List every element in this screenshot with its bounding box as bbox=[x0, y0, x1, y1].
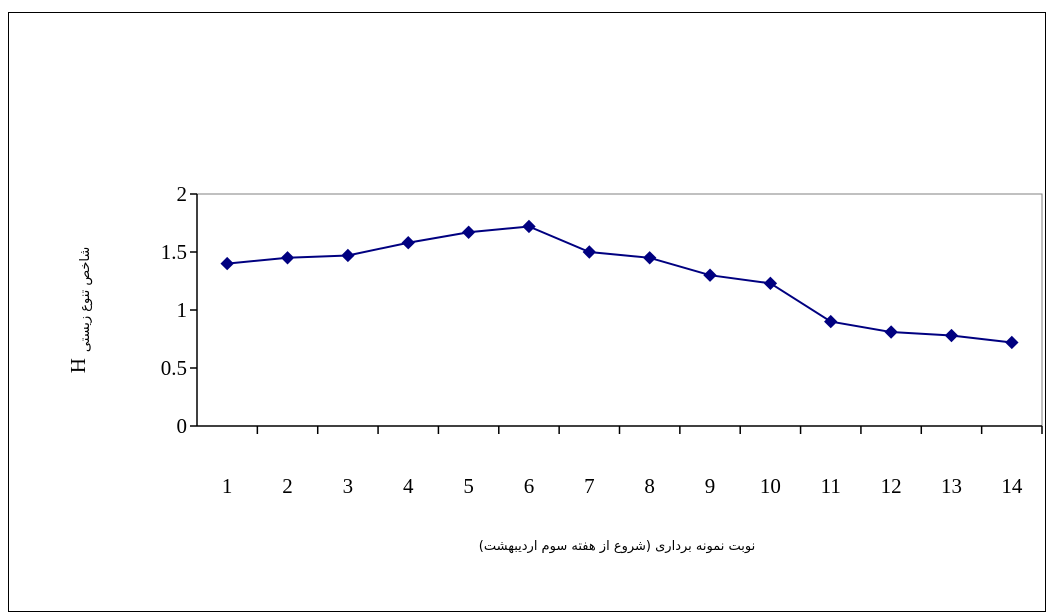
data-point-marker bbox=[763, 276, 778, 291]
data-point-marker bbox=[944, 328, 959, 343]
series-line bbox=[227, 225, 1012, 344]
y-tick-label: 1.5 bbox=[161, 240, 187, 264]
x-axis-title: نوبت نمونه برداری (شروع از هفته سوم اردی… bbox=[479, 539, 755, 554]
x-tick-label: 10 bbox=[760, 474, 781, 498]
data-point-marker bbox=[1005, 335, 1019, 350]
x-tick-label: 3 bbox=[343, 474, 354, 498]
data-point-marker bbox=[280, 251, 295, 265]
x-tick-label: 6 bbox=[524, 474, 535, 498]
data-point-marker bbox=[824, 314, 838, 329]
x-tick-label: 5 bbox=[463, 474, 474, 498]
y-tick-label: 1 bbox=[177, 298, 188, 322]
x-tick-label: 8 bbox=[644, 474, 655, 498]
data-point-marker bbox=[461, 225, 476, 239]
x-tick-label: 4 bbox=[403, 474, 414, 498]
y-axis-title-main: H bbox=[66, 358, 90, 373]
data-point-marker bbox=[884, 325, 898, 339]
data-point-marker bbox=[582, 245, 597, 259]
data-point-marker bbox=[522, 219, 536, 234]
y-axis-title-sub: شاخص تنوع زیستی bbox=[78, 247, 93, 352]
x-tick-label: 13 bbox=[941, 474, 962, 498]
x-tick-label: 2 bbox=[282, 474, 293, 498]
data-point-marker bbox=[220, 256, 234, 271]
data-point-marker bbox=[341, 248, 355, 263]
y-tick-label: 0.5 bbox=[161, 356, 187, 380]
x-tick-label: 12 bbox=[881, 474, 902, 498]
x-tick-label: 7 bbox=[584, 474, 595, 498]
y-tick-label: 0 bbox=[177, 414, 188, 438]
data-point-marker bbox=[703, 268, 717, 282]
data-point-marker bbox=[642, 251, 657, 265]
y-tick-label: 2 bbox=[177, 182, 188, 206]
plot-area bbox=[196, 193, 1043, 427]
data-point-marker bbox=[401, 236, 415, 250]
x-tick-label: 9 bbox=[705, 474, 716, 498]
x-tick-label: 11 bbox=[821, 474, 841, 498]
x-tick-label: 14 bbox=[1001, 474, 1023, 498]
x-tick-label: 1 bbox=[222, 474, 233, 498]
svg-text:H شاخص تنوع زیستی: H شاخص تنوع زیستی bbox=[66, 247, 93, 374]
